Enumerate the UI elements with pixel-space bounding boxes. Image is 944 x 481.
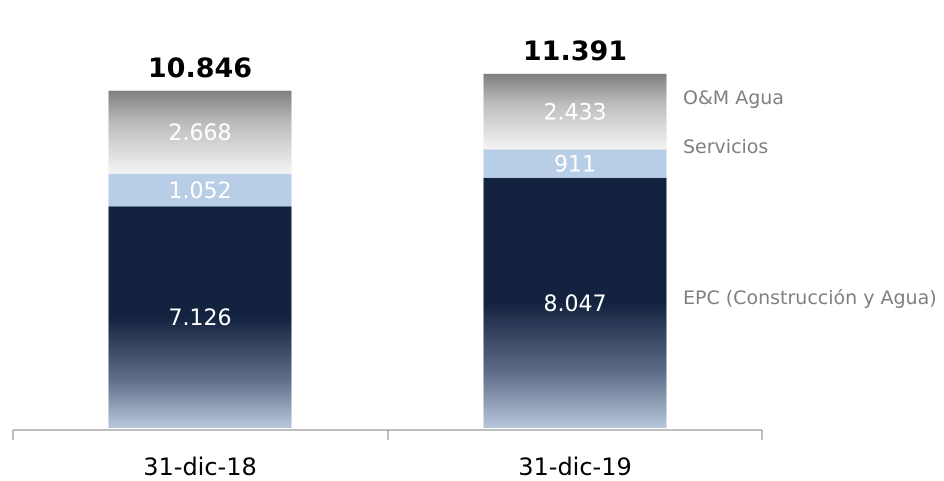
bar-total-label: 11.391 [523, 36, 627, 67]
bar-segment-om-agua [108, 90, 292, 174]
bar-segment-om-agua [483, 73, 667, 150]
segment-value-label: 911 [554, 153, 596, 178]
legend-label-om-agua: O&M Agua [683, 87, 784, 109]
segment-value-label: 7.126 [169, 306, 232, 331]
totals-group: 10.846 11.391 [148, 36, 627, 84]
bar-segment-servicios [108, 173, 292, 207]
legend-label-epc: EPC (Construcción y Agua) [683, 287, 937, 309]
x-axis: 31-dic-18 31-dic-19 [12, 429, 763, 481]
legend: O&M Agua Servicios EPC (Construcción y A… [683, 87, 937, 309]
segment-labels-group: 7.126 1.052 2.668 8.047 911 2.433 [169, 101, 607, 332]
segment-value-label: 2.668 [169, 121, 232, 146]
bar-segment-epc [108, 206, 292, 428]
bars-group [108, 73, 667, 428]
bar-segment-epc [483, 177, 667, 428]
bar-total-label: 10.846 [148, 53, 252, 84]
category-label: 31-dic-19 [518, 453, 632, 481]
segment-value-label: 8.047 [544, 292, 607, 317]
category-label: 31-dic-18 [143, 453, 257, 481]
segment-value-label: 2.433 [544, 101, 607, 126]
segment-value-label: 1.052 [169, 179, 232, 204]
bar-segment-servicios [483, 149, 667, 178]
legend-label-servicios: Servicios [683, 136, 768, 158]
